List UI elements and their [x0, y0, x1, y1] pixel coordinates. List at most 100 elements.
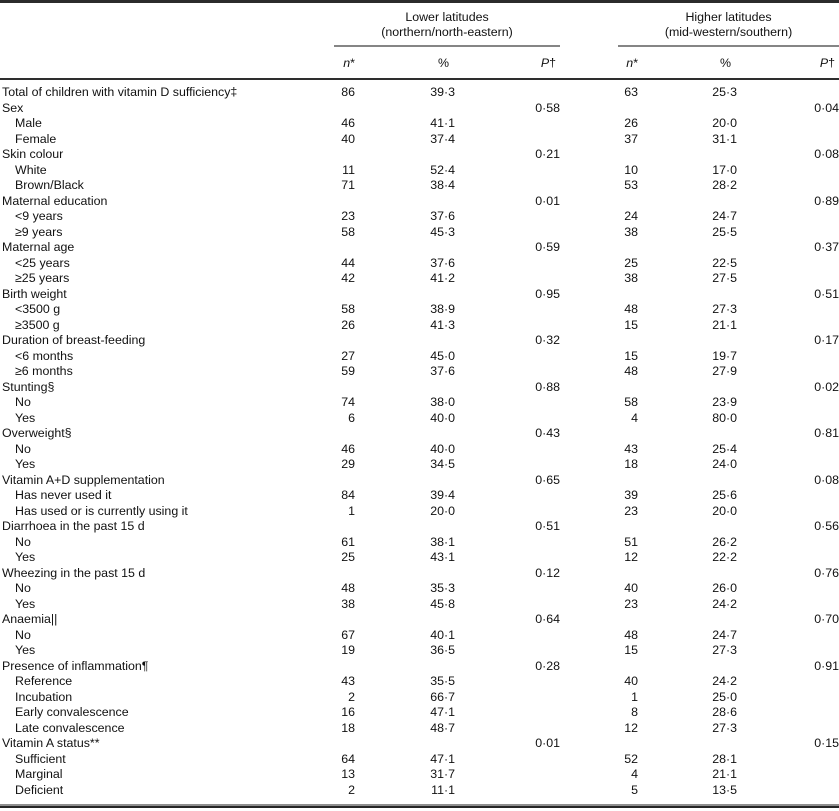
cell-lower-n: 2: [348, 782, 355, 797]
cell-higher-p: [737, 256, 839, 272]
cell-lower-n: 71: [341, 178, 355, 192]
row-label: Yes: [15, 596, 36, 611]
cell-higher-n: 4: [631, 767, 639, 781]
cell-lower-p: [455, 116, 560, 132]
cell-higher-n: 1: [631, 689, 639, 704]
cell-higher-pct: 22·2: [712, 550, 738, 564]
table-row-category: Birth weight 0·95 0·51: [0, 287, 839, 303]
cell-lower-pct: [355, 659, 455, 675]
cell-lower-p: [455, 318, 560, 334]
cell-lower-p: [455, 767, 560, 783]
cell-higher-n: 40: [624, 674, 639, 688]
cell-lower-pct: 37·4: [430, 131, 455, 146]
cell-higher-pct: 22·5: [712, 255, 738, 270]
row-label: <3500 g: [15, 302, 61, 316]
cell-higher-p: [737, 767, 839, 783]
cell-lower-p: [455, 256, 560, 272]
cell-lower-n: 16: [341, 705, 355, 719]
cell-lower-pct: 47·1: [430, 705, 455, 719]
p-symbol: P: [540, 56, 550, 70]
cell-lower-pct: 40·0: [430, 410, 455, 425]
cell-lower-p: 0·64: [535, 612, 561, 626]
cell-higher-p: 0·08: [814, 472, 839, 487]
cell-gap: [560, 566, 618, 582]
cell-higher-pct: 28·1: [712, 751, 738, 766]
cell-higher-n: [618, 147, 638, 163]
row-label: <25 years: [15, 255, 70, 270]
cell-lower-p: 0·58: [535, 100, 561, 115]
cell-higher-n: 23: [624, 596, 639, 611]
cell-lower-n: 25: [341, 550, 355, 564]
cell-lower-pct: 45·3: [430, 224, 455, 239]
cell-higher-p: [737, 178, 839, 194]
cell-higher-p: [737, 721, 839, 737]
cell-lower-pct: 41·2: [430, 271, 455, 285]
cell-gap: [560, 442, 618, 458]
cell-higher-p: [737, 116, 839, 132]
cell-higher-pct: [638, 426, 737, 442]
cell-lower-pct: 34·5: [430, 457, 455, 471]
table-row-category: Vitamin A status** 0·01 0·15: [0, 736, 839, 752]
table-row-subcategory: No 46 40·0 43 25·4: [0, 442, 839, 458]
cell-higher-n: 48: [624, 302, 639, 316]
table-row-category: Anaemia|| 0·64 0·70: [0, 612, 839, 628]
cell-lower-p: [455, 705, 560, 721]
cell-higher-pct: 20·0: [712, 116, 738, 130]
cell-higher-p: 0·15: [814, 736, 839, 750]
row-label: <9 years: [15, 209, 63, 223]
cell-lower-n: [334, 519, 355, 535]
cell-higher-n: 15: [624, 643, 639, 657]
cell-higher-pct: 27·3: [712, 720, 738, 735]
row-label: Brown/Black: [15, 178, 84, 192]
cell-lower-n: [334, 473, 355, 489]
cell-gap: [560, 752, 618, 768]
cell-lower-n: 13: [341, 767, 355, 781]
table-row-category: Overweight§ 0·43 0·81: [0, 426, 839, 442]
cell-higher-n: 40: [624, 581, 639, 595]
cell-gap: [560, 271, 618, 287]
row-label: Yes: [15, 410, 36, 425]
percent-symbol: %: [719, 56, 732, 70]
cell-gap: [560, 643, 618, 659]
cell-gap: [560, 550, 618, 566]
table-row-subcategory: Sufficient 64 47·1 52 28·1: [0, 752, 839, 768]
cell-higher-pct: 26·0: [712, 581, 738, 595]
cell-lower-p: [455, 271, 560, 287]
row-label: ≥6 months: [15, 364, 73, 378]
cell-higher-p: [737, 581, 839, 597]
cell-lower-pct: [355, 566, 455, 582]
cell-higher-p: 0·81: [814, 426, 839, 440]
cell-lower-n: [334, 380, 355, 396]
cell-lower-p: 0·43: [535, 426, 561, 440]
cell-higher-n: [618, 736, 638, 752]
cell-lower-n: 26: [341, 317, 355, 332]
cell-gap: [560, 147, 618, 163]
row-label: ≥3500 g: [15, 317, 60, 332]
table-row-subcategory: Male 46 41·1 26 20·0: [0, 116, 839, 132]
cell-lower-p: [455, 442, 560, 458]
cell-higher-pct: [638, 287, 737, 303]
row-label: Vitamin A+D supplementation: [2, 472, 165, 487]
cell-higher-pct: [638, 147, 737, 163]
cell-lower-p: [455, 504, 560, 520]
cell-higher-n: [618, 659, 638, 675]
cell-lower-n: [334, 194, 355, 210]
cell-lower-pct: [355, 473, 455, 489]
cell-lower-pct: 37·6: [430, 255, 455, 270]
cell-gap: [560, 705, 618, 721]
cell-higher-n: [618, 240, 638, 256]
cell-lower-n: [334, 333, 355, 349]
cell-gap: [560, 256, 618, 272]
cell-higher-n: 10: [624, 162, 639, 177]
cell-lower-pct: 38·9: [430, 302, 455, 316]
cell-higher-p: 0·91: [814, 658, 839, 673]
cell-higher-pct: 28·6: [712, 705, 738, 719]
cell-lower-pct: 11·1: [431, 782, 455, 797]
cell-gap: [560, 225, 618, 241]
cell-lower-n: [334, 101, 355, 117]
cell-higher-pct: 23·9: [712, 395, 738, 409]
cell-lower-n: 86: [341, 85, 355, 99]
cell-lower-pct: 45·0: [430, 348, 455, 363]
cell-lower-pct: 37·6: [430, 209, 455, 223]
